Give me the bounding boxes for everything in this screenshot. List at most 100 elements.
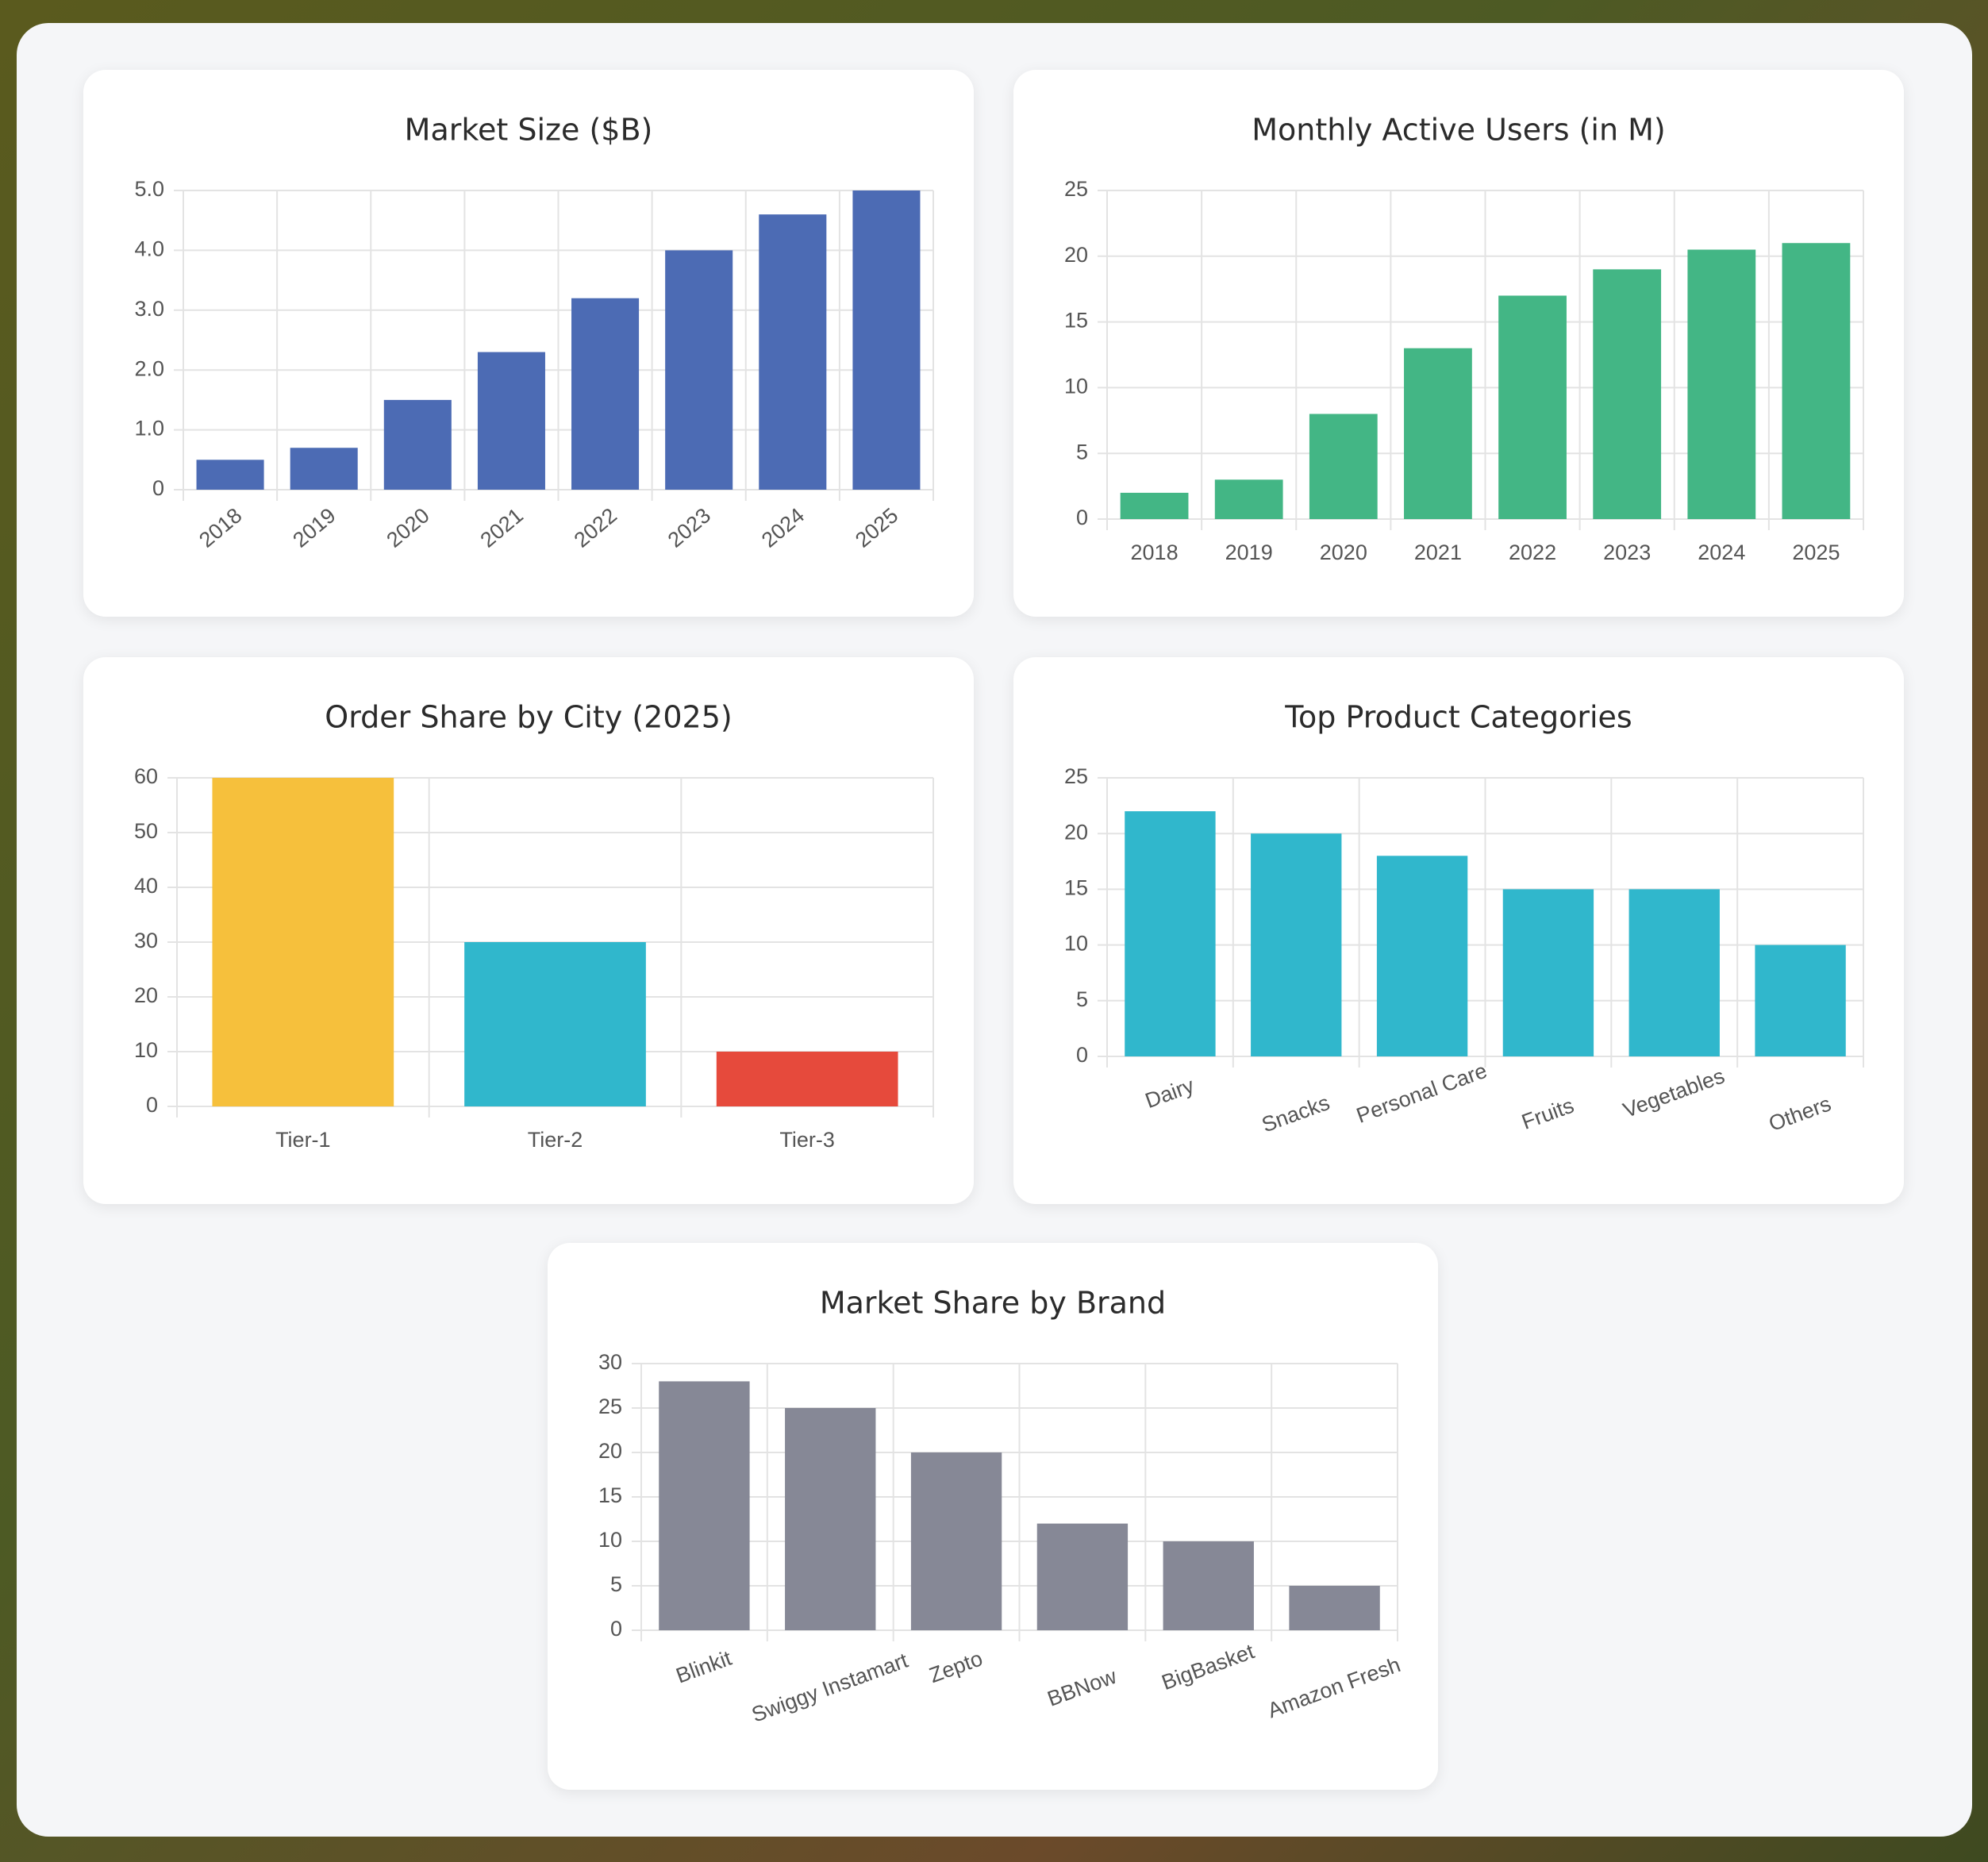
chart-card: Order Share by City (2025) 0 10 20 30 40 50 60 T… <box>83 657 974 1204</box>
chart-card: Monthly Active Users (in M) 0 5 10 15 20 25 201… <box>1013 70 1904 617</box>
bar <box>759 214 827 490</box>
y-tick-label: 15 <box>1064 876 1088 900</box>
x-tick-label: 2021 <box>476 503 528 552</box>
x-tick-label: Amazon Fresh <box>1264 1652 1403 1722</box>
x-tick-label: 2018 <box>1131 541 1179 564</box>
chart-title: Monthly Active Users (in M) <box>1252 113 1666 148</box>
y-tick-label: 25 <box>1064 177 1088 201</box>
y-tick-label: 0 <box>610 1617 622 1641</box>
bar <box>785 1408 876 1630</box>
x-tick-label: 2022 <box>1509 541 1556 564</box>
bar <box>1502 889 1594 1056</box>
x-tick-label: BBNow <box>1044 1664 1120 1711</box>
bar <box>1214 479 1283 519</box>
bar <box>1628 889 1720 1056</box>
y-tick-label: 5.0 <box>134 177 164 201</box>
x-tick-label: Tier-3 <box>779 1128 835 1152</box>
y-tick-label: 5 <box>610 1572 622 1596</box>
x-tick-label: 2025 <box>1792 541 1840 564</box>
y-tick-label: 40 <box>134 874 158 898</box>
bar <box>665 250 733 490</box>
x-tick-label: 2024 <box>757 503 809 552</box>
chart: Top Product Categories 0 5 10 15 20 25 Dairy Sna… <box>1064 700 1864 1137</box>
bar <box>1163 1541 1254 1630</box>
x-tick-label: BigBasket <box>1159 1639 1258 1695</box>
x-tick-label: Blinkit <box>673 1646 735 1688</box>
x-tick-label: 2021 <box>1414 541 1462 564</box>
x-tick-label: 2023 <box>1603 541 1651 564</box>
x-tick-label: 2019 <box>288 503 340 552</box>
bar <box>1593 269 1662 519</box>
chart-title: Market Size ($B) <box>405 113 653 148</box>
y-tick-label: 3.0 <box>134 297 164 321</box>
chart-card: Top Product Categories 0 5 10 15 20 25 Dairy Sna… <box>1013 657 1904 1204</box>
bar <box>196 460 264 490</box>
y-tick-label: 0 <box>146 1093 158 1117</box>
bar <box>852 190 921 490</box>
chart: Monthly Active Users (in M)0510152025201… <box>1064 113 1864 564</box>
bar <box>910 1452 1002 1630</box>
chart-title: Top Product Categories <box>1284 700 1632 735</box>
bar <box>212 778 394 1106</box>
bar <box>1289 1586 1380 1630</box>
y-tick-label: 10 <box>1064 375 1088 398</box>
bar <box>464 942 646 1106</box>
y-tick-label: 20 <box>1064 243 1088 267</box>
x-tick-label: 2023 <box>663 503 715 552</box>
x-tick-label: 2018 <box>194 503 246 552</box>
x-tick-label: 2022 <box>570 503 621 552</box>
x-tick-label: Dairy <box>1142 1073 1198 1113</box>
chart: Market Share by Brand 0 5 10 15 20 25 30 Blinkit… <box>598 1286 1404 1727</box>
x-tick-label: 2024 <box>1698 541 1745 564</box>
y-tick-label: 0 <box>1076 1043 1088 1067</box>
bar <box>1755 944 1846 1056</box>
x-tick-label: 2020 <box>1320 541 1367 564</box>
y-tick-label: 60 <box>134 764 158 788</box>
y-tick-label: 0 <box>152 476 164 500</box>
y-tick-label: 20 <box>1064 820 1088 844</box>
y-tick-label: 10 <box>598 1528 622 1552</box>
y-tick-label: 4.0 <box>134 237 164 261</box>
chart-title: Order Share by City (2025) <box>325 700 732 735</box>
x-tick-label: Fruits <box>1518 1094 1577 1134</box>
x-tick-label: Tier-1 <box>275 1128 331 1152</box>
bar <box>1376 856 1468 1056</box>
x-tick-label: Others <box>1766 1091 1834 1136</box>
bar <box>571 298 640 490</box>
bar <box>1309 414 1378 519</box>
bar <box>1782 243 1851 519</box>
x-tick-label: Zepto <box>926 1646 986 1687</box>
x-tick-label: 2020 <box>382 503 433 552</box>
y-tick-label: 15 <box>1064 309 1088 333</box>
y-tick-label: 0 <box>1076 506 1088 529</box>
bar <box>1498 295 1567 519</box>
bar <box>477 352 545 490</box>
x-tick-label: Swiggy Instamart <box>748 1648 911 1727</box>
x-tick-label: Snacks <box>1259 1091 1332 1137</box>
chart: Market Size ($B) 0 1.0 2.0 3.0 4.0 5.0 2018 2019… <box>134 113 934 552</box>
y-tick-label: 25 <box>598 1395 622 1418</box>
x-tick-label: 2019 <box>1225 541 1273 564</box>
x-tick-label: 2025 <box>851 503 902 552</box>
y-tick-label: 5 <box>1076 987 1088 1011</box>
bar <box>1251 833 1342 1056</box>
bar <box>716 1052 898 1106</box>
y-tick-label: 30 <box>598 1350 622 1374</box>
chart-title: Market Share by Brand <box>820 1286 1166 1321</box>
chart-card: Market Size ($B) 0 1.0 2.0 3.0 4.0 5.0 2018 2019… <box>83 70 974 617</box>
bar <box>1404 348 1472 519</box>
bar <box>1687 249 1756 519</box>
y-tick-label: 1.0 <box>134 417 164 440</box>
x-tick-label: Vegetables <box>1620 1064 1728 1122</box>
bar <box>659 1381 750 1630</box>
y-tick-label: 2.0 <box>134 356 164 380</box>
bar <box>1125 811 1216 1056</box>
chart-card: Market Share by Brand 0 5 10 15 20 25 30 Blinkit… <box>548 1243 1438 1790</box>
y-tick-label: 10 <box>1064 932 1088 956</box>
y-tick-label: 20 <box>134 983 158 1007</box>
y-tick-label: 25 <box>1064 764 1088 788</box>
bar <box>383 399 452 490</box>
y-tick-label: 10 <box>134 1038 158 1062</box>
bar <box>290 448 358 490</box>
